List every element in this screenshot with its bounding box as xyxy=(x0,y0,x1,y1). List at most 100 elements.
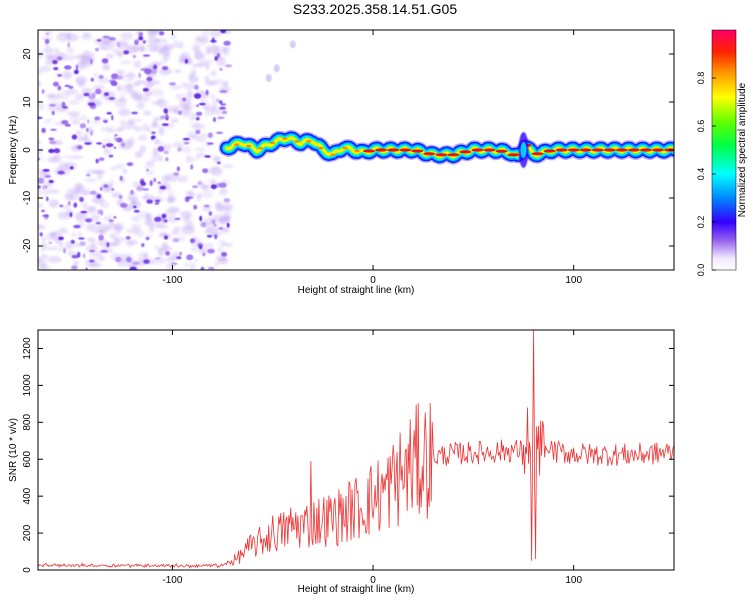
noise-blob xyxy=(217,108,222,113)
noise-speckle xyxy=(101,58,109,64)
noise-speckle xyxy=(215,131,224,134)
y-tick-label: 10 xyxy=(22,96,33,108)
noise-speckle xyxy=(68,85,74,89)
noise-blob xyxy=(74,93,85,101)
noise-speckle xyxy=(69,166,74,170)
noise-speckle xyxy=(103,119,108,123)
noise-speckle xyxy=(199,215,203,222)
noise-speckle xyxy=(130,189,134,195)
noise-speckle xyxy=(71,134,78,140)
noise-blob xyxy=(215,202,224,212)
noise-blob xyxy=(159,67,173,75)
noise-blob xyxy=(127,118,136,125)
ridge-core xyxy=(387,148,400,152)
noise-speckle xyxy=(149,180,153,186)
noise-blob xyxy=(214,213,219,221)
noise-speckle xyxy=(208,266,215,270)
noise-speckle xyxy=(173,172,180,176)
noise-blob xyxy=(181,105,191,115)
noise-speckle xyxy=(159,185,167,190)
noise-speckle xyxy=(95,47,99,52)
ridge-core xyxy=(318,146,324,150)
noise-blob xyxy=(93,71,98,78)
noise-blob xyxy=(202,106,208,110)
noise-speckle xyxy=(196,104,199,108)
noise-speckle xyxy=(219,67,223,71)
noise-speckle xyxy=(138,36,144,41)
noise-speckle xyxy=(95,88,102,95)
noise-blob xyxy=(197,152,207,158)
noise-blob xyxy=(215,61,227,67)
ridge-core xyxy=(294,140,300,143)
noise-blob xyxy=(208,107,216,114)
noise-speckle xyxy=(221,251,228,257)
colorbar-tick-label: 0.4 xyxy=(696,168,706,181)
noise-speckle xyxy=(182,97,186,102)
noise-speckle xyxy=(41,209,45,213)
x-tick-label: 100 xyxy=(565,275,582,286)
noise-blob xyxy=(110,233,116,240)
noise-speckle xyxy=(53,148,61,154)
noise-speckle xyxy=(61,101,66,108)
noise-blob xyxy=(205,80,217,86)
noise-speckle xyxy=(77,251,81,258)
y-tick-label: 0 xyxy=(22,147,33,153)
noise-blob xyxy=(190,122,203,127)
noise-speckle xyxy=(90,58,93,65)
noise-speckle xyxy=(126,162,134,167)
noise-blob xyxy=(130,224,142,233)
noise-speckle xyxy=(198,102,206,106)
noise-blob xyxy=(196,62,207,66)
noise-speckle xyxy=(94,116,101,121)
noise-blob xyxy=(149,224,155,233)
noise-blob xyxy=(68,100,80,105)
noise-blob xyxy=(111,192,121,198)
noise-speckle xyxy=(67,42,71,48)
noise-speckle xyxy=(171,262,178,266)
noise-speckle xyxy=(154,202,160,205)
noise-blob xyxy=(120,93,125,102)
noise-speckle xyxy=(80,210,88,214)
noise-blob xyxy=(153,245,160,249)
noise-speckle xyxy=(119,175,123,181)
noise-speckle xyxy=(157,181,161,184)
noise-blob xyxy=(75,130,82,136)
ridge-core xyxy=(495,149,508,153)
noise-blob xyxy=(210,166,221,171)
noise-blob xyxy=(152,221,165,228)
noise-blob xyxy=(117,108,131,117)
noise-blob xyxy=(144,217,154,227)
noise-blob xyxy=(64,192,75,201)
noise-blob xyxy=(46,54,60,61)
snr-series-line xyxy=(38,330,674,569)
noise-speckle xyxy=(73,69,79,75)
noise-blob xyxy=(209,93,215,97)
noise-speckle xyxy=(59,204,64,208)
noise-streak xyxy=(289,40,296,49)
noise-blob xyxy=(197,248,209,253)
noise-blob xyxy=(221,164,234,168)
noise-speckle xyxy=(220,30,227,34)
noise-blob xyxy=(85,223,98,232)
noise-speckle xyxy=(218,227,223,230)
noise-blob xyxy=(143,90,153,97)
noise-speckle xyxy=(132,261,140,265)
noise-blob xyxy=(188,75,199,83)
noise-speckle xyxy=(97,209,103,215)
noise-speckle xyxy=(49,104,56,107)
noise-speckle xyxy=(126,256,132,263)
noise-blob xyxy=(41,236,46,243)
noise-blob xyxy=(38,258,47,267)
noise-speckle xyxy=(138,72,142,79)
noise-blob xyxy=(81,201,89,210)
noise-blob xyxy=(201,189,214,199)
noise-blob xyxy=(123,85,131,94)
noise-blob xyxy=(83,178,98,183)
noise-speckle xyxy=(44,38,50,45)
noise-blob xyxy=(116,51,124,58)
noise-speckle xyxy=(120,202,128,208)
noise-speckle xyxy=(200,266,205,270)
noise-blob xyxy=(74,212,88,221)
